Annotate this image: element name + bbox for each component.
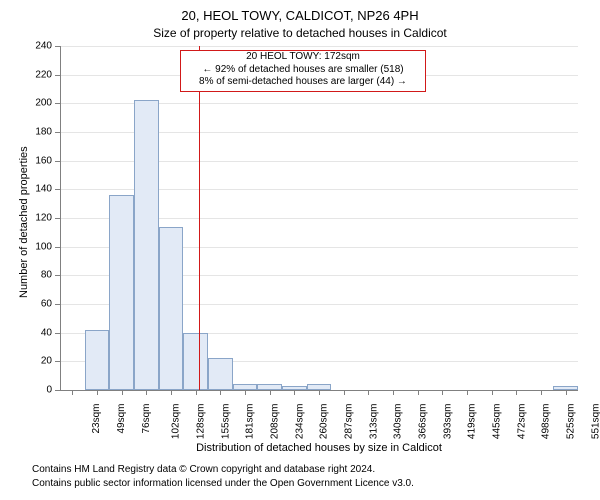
x-tick-label: 445sqm	[492, 404, 503, 440]
x-tick-label: 49sqm	[116, 404, 127, 434]
x-tick-label: 155sqm	[220, 404, 231, 440]
footer-line-2: Contains public sector information licen…	[32, 478, 414, 489]
y-axis-line	[60, 46, 61, 390]
y-tick-label: 120	[26, 213, 52, 224]
histogram-bar	[159, 227, 184, 390]
x-tick-label: 260sqm	[319, 404, 330, 440]
y-tick-label: 220	[26, 69, 52, 80]
annotation-line: 20 HEOL TOWY: 172sqm	[181, 51, 425, 64]
annotation-box: 20 HEOL TOWY: 172sqm← 92% of detached ho…	[180, 50, 426, 92]
y-tick-label: 240	[26, 41, 52, 52]
x-tick-label: 128sqm	[196, 404, 207, 440]
x-tick-label: 181sqm	[245, 404, 256, 440]
x-tick-label: 393sqm	[442, 404, 453, 440]
title-main: 20, HEOL TOWY, CALDICOT, NP26 4PH	[0, 8, 600, 23]
y-tick-label: 100	[26, 241, 52, 252]
y-tick-label: 60	[26, 299, 52, 310]
marker-line	[199, 46, 200, 390]
footer-line-1: Contains HM Land Registry data © Crown c…	[32, 464, 375, 475]
x-tick-label: 472sqm	[516, 404, 527, 440]
x-tick-label: 551sqm	[590, 404, 600, 440]
y-tick-label: 80	[26, 270, 52, 281]
y-tick-label: 140	[26, 184, 52, 195]
x-tick-label: 23sqm	[91, 404, 102, 434]
x-tick-label: 76sqm	[141, 404, 152, 434]
chart-container: 20, HEOL TOWY, CALDICOT, NP26 4PH Size o…	[0, 0, 600, 500]
gridline	[60, 46, 578, 47]
x-tick-label: 419sqm	[467, 404, 478, 440]
histogram-bar	[85, 330, 110, 390]
annotation-line: 8% of semi-detached houses are larger (4…	[181, 76, 425, 89]
x-axis-title: Distribution of detached houses by size …	[60, 442, 578, 454]
y-tick-label: 200	[26, 98, 52, 109]
x-tick-label: 366sqm	[418, 404, 429, 440]
x-tick-label: 234sqm	[294, 404, 305, 440]
y-tick-label: 20	[26, 356, 52, 367]
title-sub: Size of property relative to detached ho…	[0, 26, 600, 40]
y-tick-label: 160	[26, 155, 52, 166]
x-tick-label: 102sqm	[171, 404, 182, 440]
histogram-bar	[208, 358, 233, 390]
histogram-bar	[183, 333, 208, 390]
histogram-bar	[134, 100, 159, 390]
x-tick-label: 313sqm	[368, 404, 379, 440]
y-tick-label: 180	[26, 127, 52, 138]
x-tick-label: 498sqm	[541, 404, 552, 440]
plot-area	[60, 46, 578, 390]
annotation-line: ← 92% of detached houses are smaller (51…	[181, 64, 425, 77]
histogram-bar	[109, 195, 134, 390]
y-tick-label: 0	[26, 385, 52, 396]
x-tick-label: 287sqm	[344, 404, 355, 440]
x-axis-line	[60, 390, 578, 391]
x-tick-label: 340sqm	[393, 404, 404, 440]
x-tick-label: 525sqm	[566, 404, 577, 440]
y-tick-label: 40	[26, 327, 52, 338]
x-tick-label: 208sqm	[270, 404, 281, 440]
